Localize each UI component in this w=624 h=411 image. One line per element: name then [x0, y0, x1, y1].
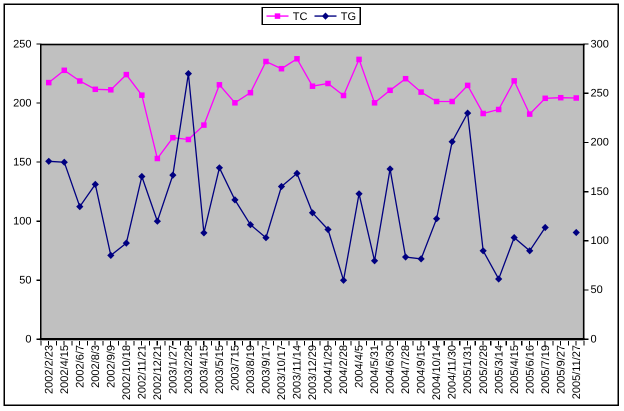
svg-text:100: 100 [591, 235, 609, 247]
svg-text:250: 250 [591, 87, 609, 99]
svg-text:2005/11/27: 2005/11/27 [571, 345, 583, 399]
svg-text:2005/6/16: 2005/6/16 [524, 345, 536, 394]
svg-text:2003/10/17: 2003/10/17 [276, 345, 288, 400]
svg-text:2002/6/7: 2002/6/7 [74, 345, 86, 388]
svg-text:0: 0 [25, 333, 31, 345]
svg-text:2002/10/18: 2002/10/18 [121, 345, 133, 400]
svg-text:200: 200 [591, 137, 609, 149]
svg-text:2002/9/9: 2002/9/9 [105, 345, 117, 388]
svg-text:150: 150 [591, 186, 609, 198]
svg-text:150: 150 [13, 156, 31, 168]
svg-text:2003/2/28: 2003/2/28 [183, 345, 195, 394]
svg-text:2003/11/14: 2003/11/14 [292, 345, 304, 399]
svg-text:2003/12/29: 2003/12/29 [307, 345, 319, 400]
svg-text:2003/1/27: 2003/1/27 [167, 345, 179, 394]
svg-text:2005/2/28: 2005/2/28 [478, 345, 490, 394]
svg-text:2005/3/14: 2005/3/14 [493, 345, 505, 394]
svg-text:2005/4/15: 2005/4/15 [509, 345, 521, 394]
svg-text:50: 50 [591, 284, 603, 296]
svg-text:50: 50 [19, 274, 31, 286]
svg-text:2005/7/19: 2005/7/19 [540, 345, 552, 394]
svg-text:2002/8/3: 2002/8/3 [90, 345, 102, 388]
svg-text:300: 300 [591, 38, 609, 50]
svg-text:2002/2/23: 2002/2/23 [43, 345, 55, 394]
svg-text:TG: TG [341, 11, 356, 23]
svg-text:200: 200 [13, 97, 31, 109]
svg-text:2004/9/15: 2004/9/15 [416, 345, 428, 394]
svg-text:2004/4/5: 2004/4/5 [354, 345, 366, 388]
svg-text:2002/12/21: 2002/12/21 [152, 345, 164, 400]
svg-text:2004/7/28: 2004/7/28 [400, 345, 412, 394]
svg-text:2002/11/21: 2002/11/21 [136, 345, 148, 399]
svg-text:2004/6/30: 2004/6/30 [385, 345, 397, 394]
svg-text:2002/4/15: 2002/4/15 [59, 345, 71, 394]
svg-text:2004/10/14: 2004/10/14 [431, 345, 443, 400]
svg-text:100: 100 [13, 215, 31, 227]
svg-text:2004/2/28: 2004/2/28 [338, 345, 350, 394]
svg-text:2005/1/31: 2005/1/31 [462, 345, 474, 394]
svg-text:TC: TC [293, 11, 308, 23]
svg-text:2004/5/31: 2004/5/31 [369, 345, 381, 394]
svg-text:2003/715: 2003/715 [230, 345, 242, 391]
svg-text:2003/4/15: 2003/4/15 [199, 345, 211, 394]
svg-text:2003/8/19: 2003/8/19 [245, 345, 257, 394]
svg-text:2003/5/15: 2003/5/15 [214, 345, 226, 394]
svg-text:2004/11/30: 2004/11/30 [447, 345, 459, 399]
svg-text:0: 0 [591, 333, 597, 345]
svg-text:250: 250 [13, 38, 31, 50]
svg-text:2004/1/29: 2004/1/29 [323, 345, 335, 394]
svg-text:2005/9/27: 2005/9/27 [555, 345, 567, 394]
svg-text:2003/9/17: 2003/9/17 [261, 345, 273, 394]
